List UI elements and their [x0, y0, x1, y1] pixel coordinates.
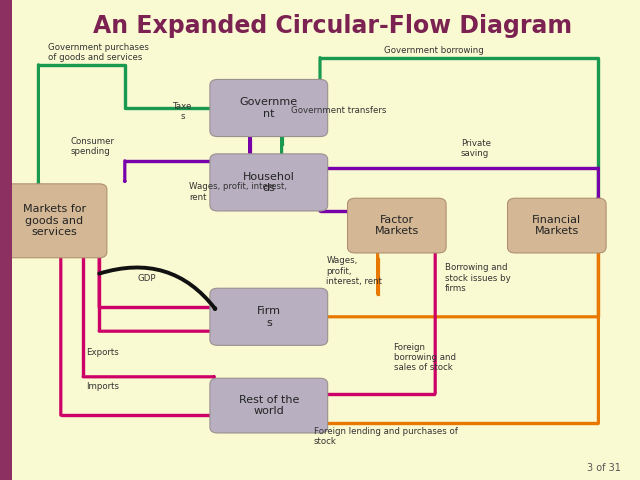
Text: Taxe
s: Taxe s — [173, 102, 192, 121]
Text: Wages,
profit,
interest, rent: Wages, profit, interest, rent — [326, 256, 383, 286]
Text: GDP: GDP — [138, 274, 156, 283]
Text: Government transfers: Government transfers — [291, 106, 387, 115]
FancyBboxPatch shape — [210, 378, 328, 433]
FancyBboxPatch shape — [508, 198, 606, 253]
Text: Wages, profit, interest,
rent: Wages, profit, interest, rent — [189, 182, 287, 202]
Text: Foreign lending and purchases of
stock: Foreign lending and purchases of stock — [314, 427, 458, 446]
FancyBboxPatch shape — [0, 0, 12, 480]
Text: Markets for
goods and
services: Markets for goods and services — [23, 204, 86, 238]
Text: 3 of 31: 3 of 31 — [587, 463, 621, 473]
Text: Imports: Imports — [86, 382, 120, 391]
Text: Factor
Markets: Factor Markets — [374, 215, 419, 237]
Text: Firm
s: Firm s — [257, 306, 281, 327]
Text: Rest of the
world: Rest of the world — [239, 395, 299, 416]
FancyBboxPatch shape — [210, 288, 328, 346]
Text: Private
saving: Private saving — [461, 139, 491, 158]
Text: Governme
nt: Governme nt — [240, 97, 298, 119]
Text: Government purchases
of goods and services: Government purchases of goods and servic… — [48, 43, 149, 62]
Text: An Expanded Circular-Flow Diagram: An Expanded Circular-Flow Diagram — [93, 14, 572, 38]
FancyBboxPatch shape — [210, 154, 328, 211]
Text: Financial
Markets: Financial Markets — [532, 215, 581, 237]
Text: Government borrowing: Government borrowing — [384, 46, 484, 55]
FancyBboxPatch shape — [210, 79, 328, 136]
Text: Exports: Exports — [86, 348, 119, 357]
Text: Househol
ds: Househol ds — [243, 171, 295, 193]
Text: Consumer
spending: Consumer spending — [70, 137, 115, 156]
FancyBboxPatch shape — [348, 198, 446, 253]
FancyBboxPatch shape — [2, 184, 107, 258]
Text: Foreign
borrowing and
sales of stock: Foreign borrowing and sales of stock — [394, 343, 456, 372]
Text: Borrowing and
stock issues by
firms: Borrowing and stock issues by firms — [445, 264, 511, 293]
